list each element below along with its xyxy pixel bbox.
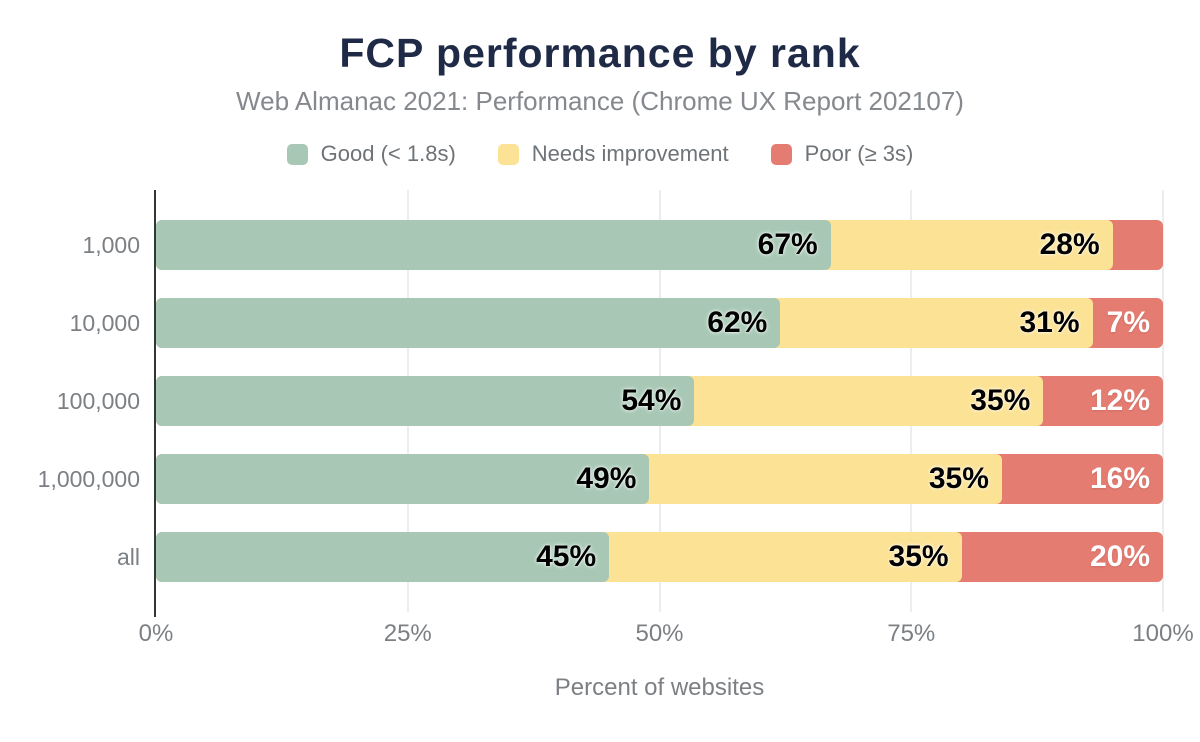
x-axis-tick-label: 25% [383, 620, 432, 647]
legend-label-good: Good (< 1.8s) [320, 141, 456, 166]
legend-item-poor: Poor (≥ 3s) [770, 141, 914, 167]
bar-value-label: 35% [970, 384, 1031, 417]
chart-subtitle: Web Almanac 2021: Performance (Chrome UX… [236, 86, 964, 116]
x-axis-tick-label: 50% [635, 620, 684, 647]
bar-value-label: 12% [1089, 384, 1150, 417]
bar-value-label: 20% [1089, 540, 1150, 573]
y-axis-category-label: 100,000 [56, 388, 140, 414]
bar-value-label: 67% [757, 228, 818, 261]
x-axis-tick-label: 0% [138, 620, 174, 647]
bar-value-label: 35% [888, 540, 949, 573]
x-axis-title: Percent of websites [554, 674, 765, 701]
bar-row-10000: 7% 31% 62% [156, 298, 1163, 348]
bar-value-label: 7% [1106, 306, 1150, 339]
bar-segment-good: 67% [156, 220, 831, 270]
bar-segment-good: 54% [156, 376, 695, 426]
y-axis-category-label: all [116, 544, 140, 570]
y-axis-category-label: 1,000 [82, 232, 140, 258]
y-axis-category-label: 1,000,000 [37, 466, 140, 492]
legend-swatch-poor-icon [770, 143, 792, 165]
bar-row-all: 20% 35% 45% [156, 532, 1163, 582]
chart-title: FCP performance by rank [339, 30, 861, 76]
bar-value-label: 31% [1019, 306, 1080, 339]
bar-value-label: 45% [536, 540, 597, 573]
legend-item-good: Good (< 1.8s) [286, 141, 456, 167]
plot-area: 28% 67% 1,000 7% 31% 62% 10,000 12% 35% 54% 100,00… [38, 190, 1194, 647]
bar-value-label: 62% [707, 306, 768, 339]
legend-label-poor: Poor (≥ 3s) [804, 141, 914, 166]
y-axis-category-label: 10,000 [69, 310, 140, 336]
y-axis-line [154, 190, 156, 617]
gridline-100 [1162, 190, 1164, 612]
legend: Good (< 1.8s) Needs improvement Poor (≥ 3s… [0, 141, 1200, 167]
bar-row-1000000: 16% 35% 49% [156, 454, 1163, 504]
bar-segment-good: 49% [156, 454, 650, 504]
x-axis-tick-label: 100% [1132, 620, 1194, 647]
bar-row-1000: 28% 67% [156, 220, 1163, 270]
legend-swatch-good-icon [286, 143, 308, 165]
bar-value-label: 54% [621, 384, 682, 417]
bar-value-label: 49% [576, 462, 637, 495]
x-axis-tick-label: 75% [887, 620, 936, 647]
bar-value-label: 16% [1089, 462, 1150, 495]
bar-value-label: 35% [928, 462, 989, 495]
bar-segment-good: 62% [156, 298, 781, 348]
legend-label-needs-improvement: Needs improvement [531, 141, 729, 166]
bar-row-100000: 12% 35% 54% [156, 376, 1163, 426]
bar-value-label: 28% [1039, 228, 1100, 261]
legend-swatch-needs-improvement-icon [497, 143, 519, 165]
bar-segment-good: 45% [156, 532, 610, 582]
legend-item-needs-improvement: Needs improvement [497, 141, 729, 167]
